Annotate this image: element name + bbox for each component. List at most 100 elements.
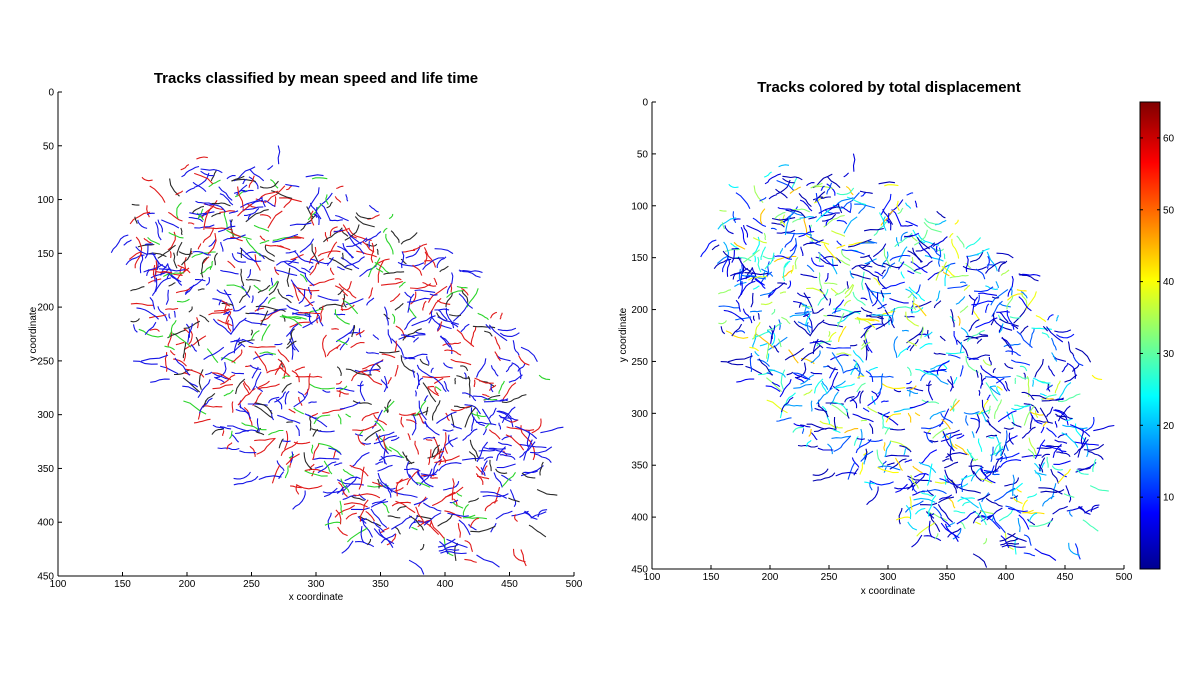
left-track-line: [500, 455, 515, 460]
left-axes: [58, 92, 574, 576]
left-track-line: [540, 462, 543, 475]
right-track-line: [831, 231, 845, 237]
right-track-line: [743, 309, 751, 323]
right-track-line: [845, 429, 859, 433]
right-track-line: [792, 219, 800, 222]
right-track-line: [719, 306, 740, 308]
right-chart-title: Tracks colored by total displacement: [757, 79, 1020, 96]
right-track-line: [783, 178, 795, 182]
left-track-line: [446, 308, 453, 329]
right-track-line: [1052, 338, 1057, 350]
right-track-line: [732, 324, 742, 336]
left-track-line: [480, 492, 506, 499]
right-track-line: [1006, 351, 1021, 356]
left-track-line: [343, 477, 357, 495]
right-track-line: [760, 344, 768, 346]
right-track-line: [996, 453, 1019, 459]
right-track-line: [985, 377, 1010, 378]
left-track-line: [174, 311, 175, 318]
left-track-line: [221, 242, 223, 252]
right-track-line: [811, 372, 822, 374]
right-track-line: [961, 328, 970, 340]
left-track-line: [285, 466, 288, 479]
right-track-line: [964, 285, 970, 290]
right-track-line: [832, 436, 851, 438]
right-track-line: [1055, 381, 1060, 394]
left-track-line: [461, 324, 470, 332]
left-track-line: [369, 205, 378, 212]
left-track-line: [206, 277, 209, 285]
left-track-line: [535, 454, 552, 463]
right-track-line: [937, 361, 949, 375]
left-track-line: [453, 304, 468, 322]
right-track-line: [844, 217, 857, 234]
left-track-line: [356, 213, 371, 219]
left-track-line: [499, 381, 505, 394]
left-y-tick-label: 0: [48, 88, 54, 99]
right-track-line: [1042, 463, 1044, 468]
left-track-line: [427, 356, 429, 365]
right-track-line: [1032, 395, 1047, 399]
left-track-line: [409, 475, 418, 485]
right-y-tick-label: 200: [631, 305, 648, 316]
right-track-line: [811, 183, 823, 188]
right-track-line: [800, 375, 814, 384]
right-track-line: [906, 203, 911, 209]
left-track-line: [483, 429, 486, 435]
right-track-line: [907, 390, 918, 393]
right-track-line: [979, 439, 982, 452]
left-track-line: [340, 338, 349, 350]
left-track-line: [361, 372, 382, 385]
left-track-line: [402, 250, 415, 252]
right-track-line: [824, 283, 838, 285]
right-track-line: [989, 437, 995, 438]
right-track-line: [1055, 421, 1056, 428]
right-track-line: [856, 439, 871, 453]
left-track-line: [287, 268, 290, 287]
left-track-line: [182, 248, 192, 265]
right-x-tick-label: 450: [1057, 572, 1074, 583]
left-track-line: [268, 211, 282, 228]
left-track-line: [254, 225, 269, 231]
left-track-line: [500, 333, 519, 337]
left-track-line: [476, 474, 483, 485]
left-track-line: [205, 228, 233, 230]
left-track-line: [463, 518, 487, 519]
right-track-line: [1027, 494, 1036, 498]
right-track-line: [832, 405, 849, 417]
right-track-line: [957, 340, 968, 357]
left-track-line: [479, 450, 495, 451]
right-track-line: [1040, 394, 1047, 396]
right-track-line: [929, 372, 948, 384]
right-track-line: [818, 289, 828, 306]
left-track-line: [147, 205, 150, 217]
left-track-line: [320, 203, 331, 221]
right-track-line: [735, 317, 751, 320]
left-track-line: [327, 347, 338, 356]
right-track-line: [925, 218, 939, 224]
left-track-line: [451, 283, 452, 292]
right-track-line: [960, 522, 965, 529]
right-track-line: [844, 173, 849, 177]
left-track-line: [425, 252, 427, 265]
left-track-line: [496, 511, 513, 519]
left-track-line: [435, 387, 441, 391]
right-track-line: [1033, 380, 1034, 387]
right-track-line: [807, 322, 810, 333]
right-x-tick-label: 200: [762, 572, 779, 583]
left-y-tick-label: 350: [37, 464, 54, 475]
right-track-line: [987, 265, 994, 266]
right-track-line: [847, 197, 866, 205]
left-track-line: [444, 350, 461, 355]
right-track-line: [741, 265, 742, 279]
right-track-line: [1056, 452, 1070, 457]
left-track-line: [458, 523, 460, 538]
right-track-line: [804, 390, 813, 396]
left-track-line: [231, 232, 242, 238]
right-track-line: [815, 379, 823, 394]
left-track-line: [285, 184, 299, 186]
left-track-line: [379, 351, 399, 353]
left-track-line: [246, 280, 261, 282]
right-track-line: [1043, 422, 1048, 427]
